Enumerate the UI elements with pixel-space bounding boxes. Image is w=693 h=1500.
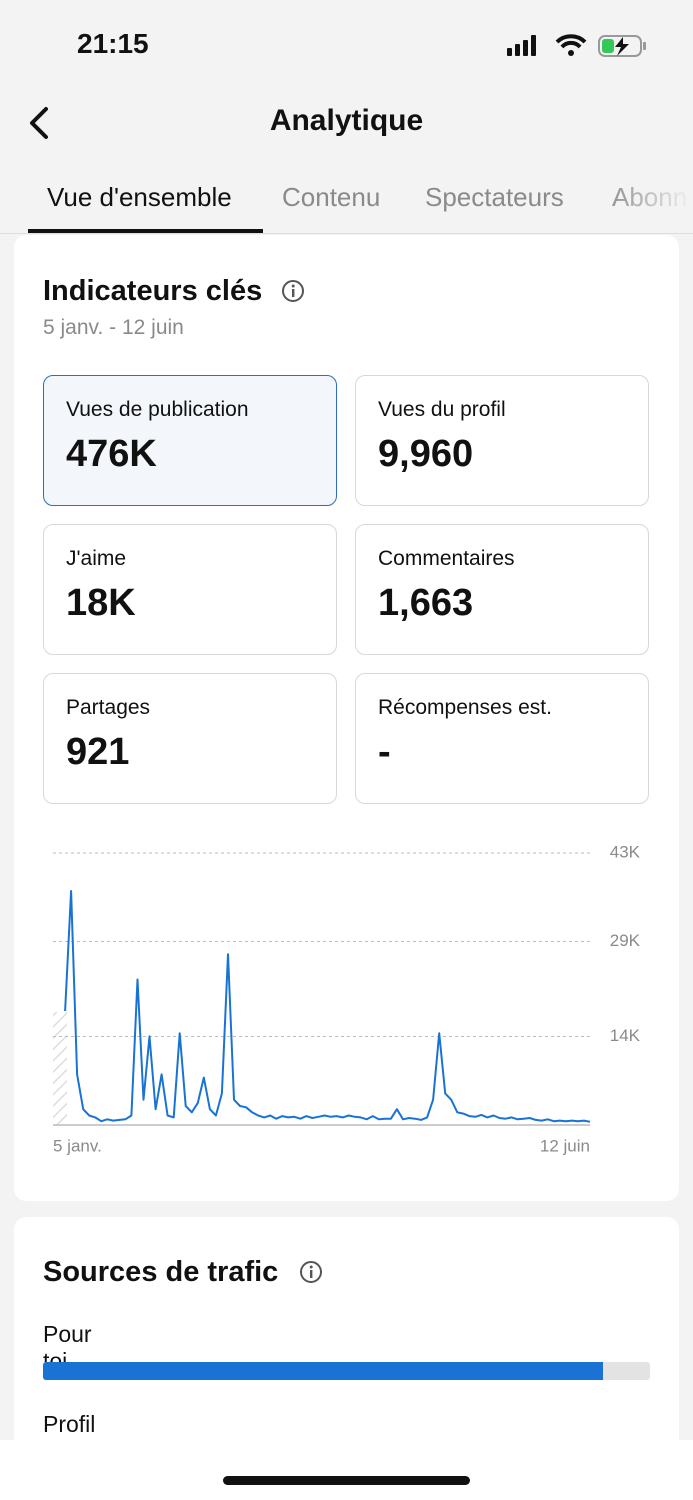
- tab-underline: [28, 229, 263, 233]
- chart: 14K 29K 43K 5 janv. 12 juin: [53, 842, 641, 1155]
- y-tick-label: 14K: [610, 1026, 641, 1045]
- metric-value: 921: [66, 731, 130, 773]
- metric-card[interactable]: Récompenses est. -: [355, 673, 649, 804]
- metric-value: 476K: [66, 433, 157, 475]
- metric-card[interactable]: J'aime 18K: [43, 524, 337, 655]
- source-bar: [43, 1362, 604, 1380]
- metric-label: Vues du profil: [378, 398, 506, 421]
- home-indicator: [223, 1476, 470, 1485]
- metric-value: -: [378, 731, 391, 773]
- section-title: Sources de trafic: [43, 1256, 279, 1288]
- y-tick-label: 29K: [610, 931, 641, 950]
- tab-bar: Vue d'ensembleContenuSpectateursAbonn: [0, 160, 693, 234]
- info-icon[interactable]: [280, 278, 306, 304]
- metric-card[interactable]: Vues du profil 9,960: [355, 375, 649, 506]
- no-data-area: [53, 1012, 67, 1125]
- metric-value: 9,960: [378, 433, 474, 475]
- source-track: [43, 1362, 650, 1380]
- metric-card[interactable]: Commentaires 1,663: [355, 524, 649, 655]
- x-tick-label: 12 juin: [540, 1136, 590, 1155]
- metric-label: Vues de publication: [66, 398, 249, 421]
- x-tick-label: 5 janv.: [53, 1136, 102, 1155]
- metric-card[interactable]: Vues de publication 476K: [43, 375, 337, 506]
- tab[interactable]: Contenu: [282, 182, 381, 212]
- page-title: Analytique: [269, 104, 424, 137]
- section-title: Indicateurs clés: [43, 275, 263, 307]
- tab[interactable]: Spectateurs: [425, 182, 564, 212]
- line-series: [64, 890, 591, 1123]
- status-icons: [507, 34, 646, 57]
- chart-area: 14K 29K 43K 5 janv. 12 juin: [0, 830, 693, 1175]
- source-name: Profil personnel: [43, 1411, 144, 1440]
- tab[interactable]: Vue d'ensemble: [47, 182, 232, 212]
- date-range: 5 janv. - 12 juin: [43, 316, 184, 339]
- metric-label: J'aime: [66, 547, 127, 570]
- metric-label: Partages: [66, 696, 151, 719]
- info-icon[interactable]: [298, 1259, 324, 1285]
- y-tick-label: 43K: [610, 842, 641, 861]
- home-area: [0, 1440, 693, 1500]
- status-time: 21:15: [77, 28, 149, 59]
- metric-card[interactable]: Partages 921: [43, 673, 337, 804]
- metric-label: Récompenses est.: [378, 696, 552, 719]
- metric-value: 18K: [66, 582, 136, 624]
- back-button[interactable]: [26, 106, 52, 142]
- traffic-viewport: Sources de trafic Pour toi92.3%Profil pe…: [0, 1217, 693, 1440]
- metric-value: 1,663: [378, 582, 474, 624]
- traffic-card: Sources de trafic: [14, 1217, 679, 1440]
- metric-label: Commentaires: [378, 547, 515, 570]
